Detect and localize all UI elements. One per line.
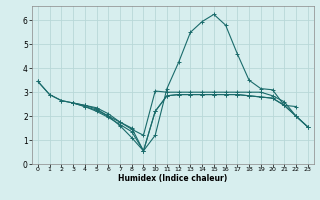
- X-axis label: Humidex (Indice chaleur): Humidex (Indice chaleur): [118, 174, 228, 183]
